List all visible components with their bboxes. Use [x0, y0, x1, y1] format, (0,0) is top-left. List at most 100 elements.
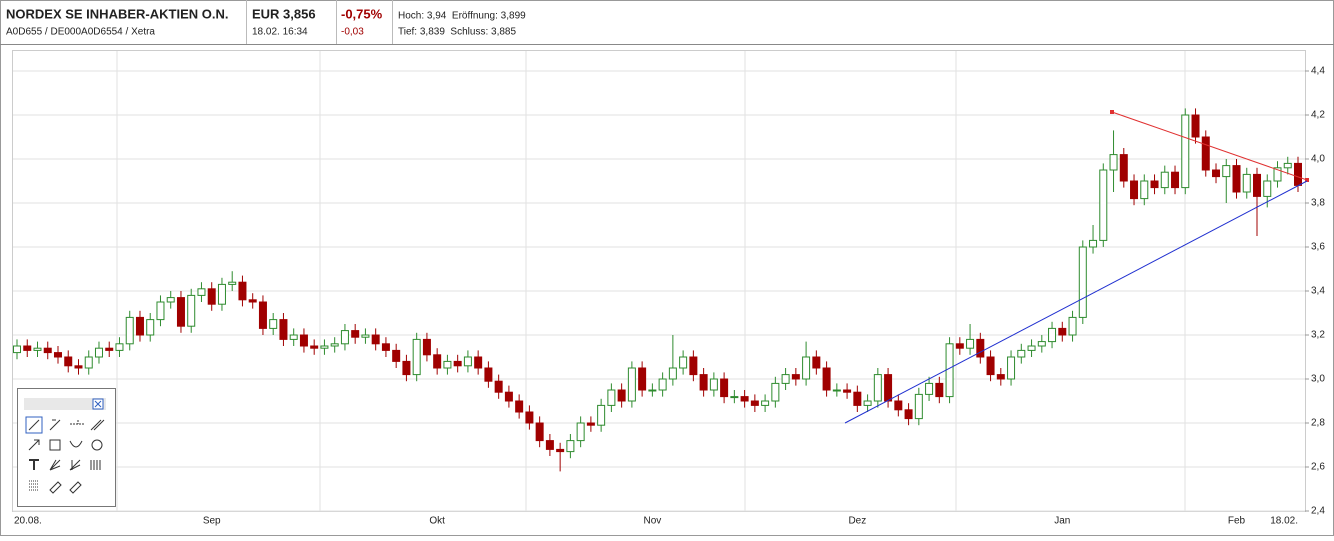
candle-body — [535, 422, 544, 442]
candle-body — [1160, 171, 1169, 189]
candle-body — [1037, 341, 1046, 347]
candle-body — [689, 356, 698, 376]
candle-body — [484, 367, 493, 382]
candle-body — [105, 347, 114, 351]
candle-body — [74, 365, 83, 369]
tool[interactable] — [70, 420, 84, 425]
candle-body — [720, 378, 729, 398]
candle-body — [894, 400, 903, 411]
candle-body — [812, 356, 821, 369]
candle-body — [23, 345, 32, 351]
candle-body — [1078, 246, 1087, 318]
candle-body — [187, 294, 196, 327]
tool[interactable] — [29, 480, 39, 491]
y-tick-label: 2,8 — [1311, 418, 1325, 429]
tool[interactable] — [49, 439, 61, 451]
candle-body — [258, 301, 267, 329]
candle-body — [863, 400, 872, 406]
candle-body — [248, 299, 257, 303]
x-tick-label: 18.02. — [1270, 516, 1298, 527]
candle-body — [156, 301, 165, 321]
candle-body — [94, 347, 103, 358]
candle-body — [832, 389, 841, 392]
candle-body — [884, 374, 893, 402]
candle-body — [627, 367, 636, 402]
support-line — [844, 180, 1308, 424]
candle-body — [597, 404, 606, 426]
candle-body — [566, 440, 575, 453]
handle — [1110, 110, 1114, 114]
change-pct: -0,75% — [341, 6, 383, 21]
candle-body — [1222, 165, 1231, 178]
stock-ids: A0D655 / DE000A0D6554 / Xetra — [6, 27, 155, 38]
candle-body — [791, 374, 800, 380]
candle-body — [1253, 173, 1262, 197]
tool[interactable] — [69, 459, 81, 471]
candle-body — [904, 409, 913, 420]
x-tick-label: Okt — [429, 516, 445, 527]
tool[interactable] — [25, 416, 43, 434]
y-tick-label: 3,2 — [1311, 330, 1325, 341]
stock-name: NORDEX SE INHABER-AKTIEN O.N. — [6, 6, 228, 21]
candle-body — [545, 440, 554, 450]
low-close: Tief: 3,839 Schluss: 3,885 — [398, 27, 516, 38]
candle-body — [1191, 114, 1200, 138]
candle-body — [1119, 154, 1128, 182]
candle-body — [679, 356, 688, 369]
tool[interactable] — [91, 439, 103, 451]
candle-body — [966, 338, 975, 349]
x-tick-label: Sep — [203, 516, 221, 527]
tool[interactable] — [49, 419, 61, 431]
candle-body — [135, 316, 144, 336]
candle-body — [1109, 154, 1118, 171]
candle-body — [433, 354, 442, 369]
y-tick-label: 4,2 — [1311, 110, 1325, 121]
candle-body — [1232, 165, 1241, 193]
candle-body — [761, 400, 770, 406]
candle-body — [494, 380, 503, 393]
tool[interactable] — [90, 419, 105, 431]
candle-body — [53, 352, 62, 358]
candle-body — [176, 297, 185, 327]
candle-body — [238, 281, 247, 301]
candle-body — [525, 411, 534, 424]
candle-body — [115, 343, 124, 351]
candle-body — [1130, 180, 1139, 200]
candle-body — [1263, 180, 1272, 197]
tool[interactable] — [69, 481, 82, 494]
tool[interactable] — [28, 439, 40, 451]
candle-body — [289, 334, 298, 340]
tool[interactable] — [49, 481, 62, 494]
candle-body — [996, 374, 1005, 380]
candle-body — [1150, 180, 1159, 189]
month-grid — [116, 51, 1186, 511]
candle-body — [730, 396, 739, 399]
candle-body — [125, 316, 134, 345]
candle-body — [1099, 169, 1108, 241]
candle-body — [64, 356, 73, 367]
candle-body — [1242, 173, 1251, 193]
tool[interactable] — [69, 440, 83, 448]
candle-body — [586, 422, 595, 426]
candle-body — [771, 382, 780, 402]
y-tick-label: 3,8 — [1311, 198, 1325, 209]
candle-body — [781, 374, 790, 384]
y-tick-label: 4,0 — [1311, 154, 1325, 165]
candle-body — [299, 334, 308, 347]
candle-body — [207, 288, 216, 305]
candle-body — [1283, 162, 1292, 169]
tool[interactable] — [49, 459, 61, 471]
candle-body — [392, 349, 401, 362]
candle-body — [1058, 327, 1067, 336]
candle-body — [43, 347, 52, 354]
candle-body — [1027, 345, 1036, 351]
x-tick-label: 20.08. — [14, 516, 42, 527]
candle-body — [843, 389, 852, 393]
candle-body — [873, 374, 882, 402]
tool[interactable] — [90, 460, 101, 470]
change-abs: -0,03 — [341, 27, 364, 38]
candle-body — [474, 356, 483, 369]
y-tick-label: 4,4 — [1311, 66, 1325, 77]
tool[interactable] — [29, 459, 39, 470]
